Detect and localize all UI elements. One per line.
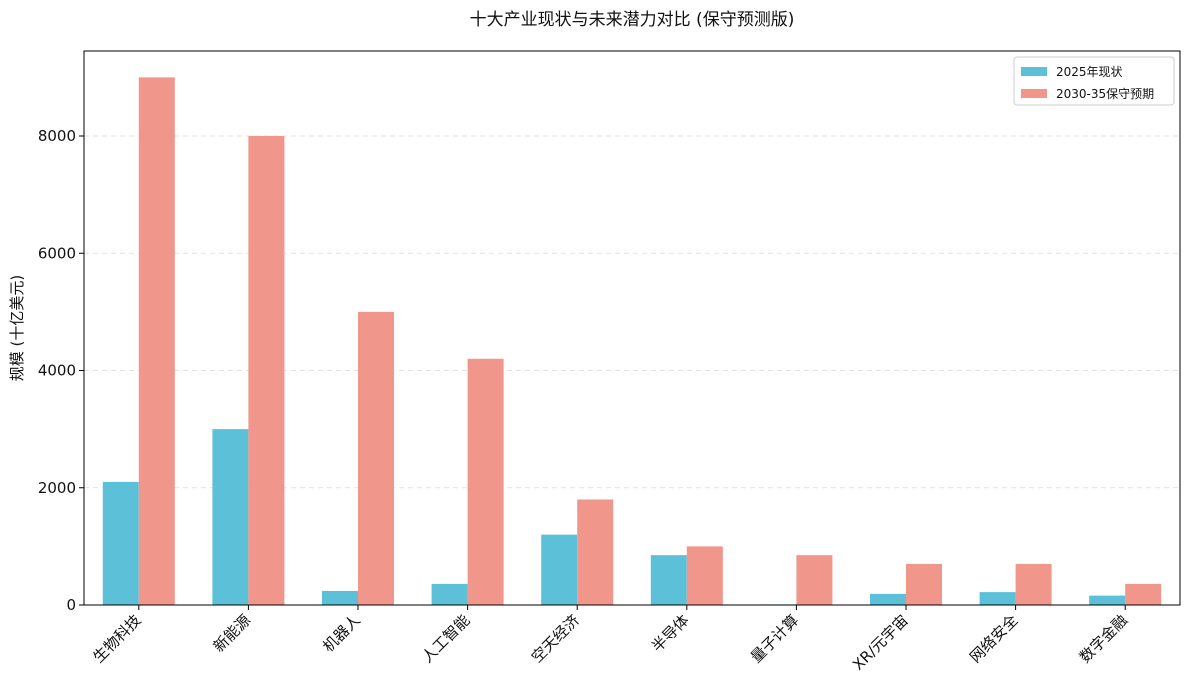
- legend-label: 2030-35保守预期: [1056, 87, 1154, 101]
- bar: [1089, 595, 1126, 605]
- y-tick-label: 8000: [38, 127, 76, 145]
- y-tick-label: 4000: [38, 362, 76, 380]
- bar: [577, 499, 614, 605]
- chart-title: 十大产业现状与未来潜力对比 (保守预测版): [470, 10, 795, 30]
- bar: [650, 555, 687, 605]
- bar: [1015, 563, 1052, 605]
- bar: [870, 593, 906, 605]
- bar: [322, 590, 358, 605]
- y-axis: 0 2000 4000 6000 8000: [38, 127, 84, 614]
- y-tick-label: 6000: [38, 244, 76, 262]
- bar: [796, 555, 833, 605]
- bar: [138, 77, 175, 605]
- x-tick-label: 生物科技: [89, 611, 144, 666]
- bar: [431, 583, 468, 605]
- bar: [541, 534, 578, 605]
- legend-label: 2025年现状: [1056, 65, 1123, 79]
- plot-frame: [83, 50, 1181, 606]
- legend-swatch: [1021, 89, 1047, 98]
- x-tick-label: 网络安全: [966, 611, 1021, 666]
- x-tick-label: 新能源: [210, 611, 255, 656]
- bar: [248, 136, 285, 605]
- x-tick-label: 半导体: [648, 611, 693, 656]
- bar: [979, 592, 1016, 605]
- x-axis: 生物科技 新能源 机器人 人工智能 空天经济 半导体 量子计算 XR/元宇宙 网络安全 数字金融: [89, 605, 1131, 674]
- y-tick-label: 0: [66, 596, 76, 614]
- bar: [358, 311, 394, 605]
- legend: 2025年现状 2030-35保守预期: [1013, 56, 1175, 106]
- y-axis-label: 规模 (十亿美元): [8, 275, 26, 381]
- bar: [1125, 583, 1162, 605]
- legend-swatch: [1021, 67, 1047, 76]
- bar: [686, 546, 723, 605]
- y-tick-label: 2000: [38, 479, 76, 497]
- x-tick-label: 人工智能: [418, 611, 473, 666]
- x-tick-label: 空天经济: [528, 611, 583, 666]
- bar: [212, 429, 249, 605]
- bars: [102, 77, 1162, 605]
- x-tick-label: 数字金融: [1076, 611, 1131, 666]
- legend-box: [1013, 56, 1175, 106]
- bar: [102, 481, 139, 605]
- bar: [906, 563, 942, 605]
- x-tick-label: XR/元宇宙: [849, 611, 912, 674]
- bar: [467, 358, 504, 605]
- x-tick-label: 量子计算: [747, 611, 802, 666]
- x-tick-label: 机器人: [319, 611, 364, 656]
